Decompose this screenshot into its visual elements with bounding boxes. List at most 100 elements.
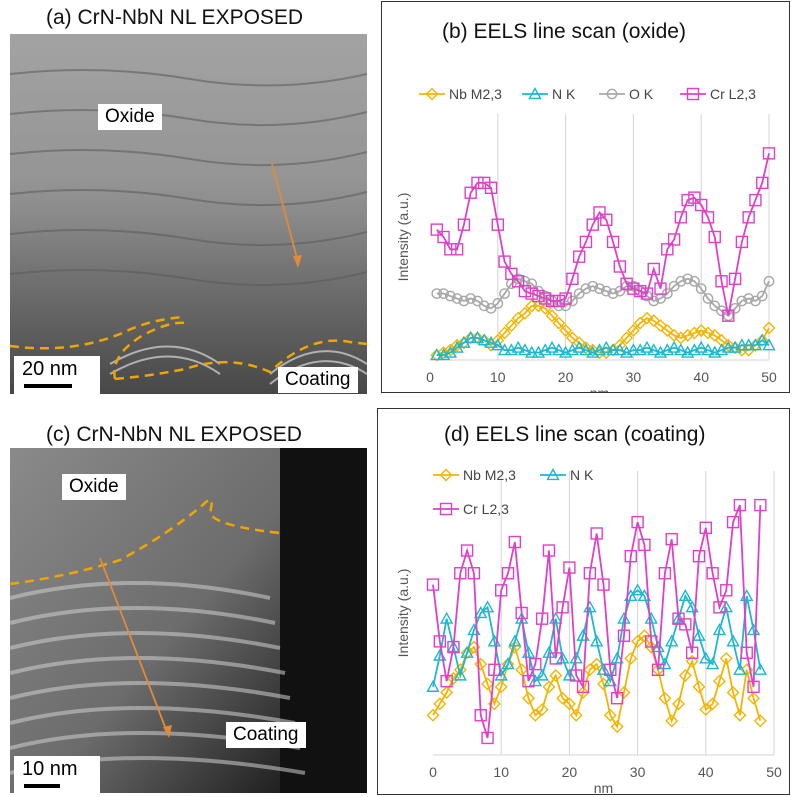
data-point bbox=[747, 691, 761, 705]
data-point bbox=[450, 243, 464, 256]
data-point bbox=[539, 292, 552, 305]
data-point bbox=[743, 293, 755, 304]
data-point bbox=[747, 680, 760, 694]
data-point bbox=[719, 600, 733, 613]
data-point bbox=[451, 293, 463, 304]
data-point bbox=[603, 708, 617, 722]
data-point bbox=[741, 338, 756, 351]
data-point bbox=[647, 314, 661, 328]
data-point bbox=[735, 338, 749, 351]
data-point bbox=[545, 309, 559, 323]
data-point bbox=[640, 311, 654, 325]
data-point bbox=[478, 300, 490, 312]
legend-entry: Nb M2,3 bbox=[419, 86, 502, 102]
x-axis-label: nm bbox=[590, 385, 609, 392]
data-point bbox=[518, 343, 532, 356]
data-point bbox=[570, 669, 583, 682]
data-point bbox=[488, 663, 501, 677]
data-point bbox=[617, 611, 631, 624]
series-line bbox=[432, 504, 762, 739]
data-point bbox=[755, 333, 769, 346]
data-point bbox=[726, 634, 740, 647]
data-point bbox=[426, 708, 440, 722]
data-point bbox=[706, 697, 720, 711]
data-point bbox=[631, 634, 645, 648]
data-point bbox=[433, 697, 447, 711]
data-point bbox=[460, 646, 474, 660]
data-point bbox=[471, 176, 484, 190]
data-point bbox=[549, 668, 563, 682]
data-point bbox=[518, 306, 532, 320]
data-point bbox=[600, 285, 612, 297]
chart-b: 0 10 20 30 40 50 nm Intensity (a.u.) Nb M2,3 N K O… bbox=[395, 86, 777, 392]
data-point bbox=[715, 275, 728, 288]
data-point bbox=[491, 338, 505, 351]
data-point bbox=[685, 654, 699, 668]
data-point bbox=[679, 618, 692, 631]
data-point bbox=[631, 515, 644, 529]
data-point bbox=[685, 646, 699, 659]
data-point bbox=[498, 255, 511, 268]
data-point bbox=[430, 223, 443, 236]
coating-label-c: Coating bbox=[226, 722, 306, 748]
legend-entry: Nb M2,3 bbox=[433, 467, 516, 483]
data-point bbox=[694, 323, 708, 337]
scan-arrow bbox=[271, 163, 299, 263]
data-point bbox=[545, 294, 559, 308]
data-point bbox=[613, 343, 627, 356]
data-point bbox=[501, 567, 515, 580]
data-point bbox=[701, 211, 715, 224]
legend-label: Cr L2,3 bbox=[463, 501, 509, 517]
data-point bbox=[689, 275, 700, 287]
data-point bbox=[638, 538, 651, 552]
y-axis-label: Intensity (a.u.) bbox=[395, 569, 411, 658]
legend-marker bbox=[528, 87, 542, 100]
data-point bbox=[682, 273, 694, 285]
x-tick-label: 50 bbox=[761, 369, 777, 385]
data-point bbox=[699, 521, 712, 535]
data-point bbox=[763, 275, 775, 287]
data-point bbox=[735, 235, 749, 249]
data-point bbox=[681, 328, 695, 342]
data-point bbox=[572, 340, 586, 353]
tem-texture-a bbox=[10, 34, 367, 394]
data-point bbox=[687, 326, 701, 340]
data-point bbox=[480, 600, 495, 613]
data-point bbox=[733, 662, 747, 675]
legend-marker bbox=[425, 87, 439, 101]
data-point bbox=[430, 348, 444, 361]
data-point bbox=[654, 319, 668, 333]
data-point bbox=[593, 206, 606, 219]
data-point bbox=[545, 340, 559, 353]
scalebar-a-text: 20 nm bbox=[22, 358, 78, 380]
data-point bbox=[610, 720, 624, 734]
data-point bbox=[453, 668, 467, 681]
chart-b-frame: (b) EELS line scan (oxide) 0 10 20 30 40 50 nm… bbox=[381, 1, 790, 393]
data-point bbox=[692, 549, 706, 563]
series-Cr L2,3 bbox=[426, 498, 767, 745]
data-point bbox=[626, 343, 641, 356]
data-point bbox=[562, 668, 577, 681]
legend-entry: N K bbox=[522, 86, 576, 102]
data-point bbox=[481, 677, 495, 691]
data-point bbox=[654, 282, 667, 295]
scan-arrow-c bbox=[99, 557, 168, 733]
data-point bbox=[753, 662, 768, 675]
data-point bbox=[728, 272, 742, 286]
x-tick-label: 40 bbox=[693, 369, 709, 385]
data-point bbox=[705, 657, 720, 670]
data-point bbox=[678, 668, 692, 682]
legend-label: Cr L2,3 bbox=[710, 86, 756, 102]
data-point bbox=[624, 549, 637, 563]
data-point bbox=[681, 193, 694, 207]
data-point bbox=[515, 663, 529, 677]
data-point bbox=[658, 567, 672, 580]
data-point bbox=[579, 341, 593, 355]
data-point bbox=[665, 532, 678, 546]
data-point bbox=[590, 527, 603, 540]
data-point bbox=[549, 652, 562, 665]
data-point bbox=[484, 181, 498, 195]
data-point bbox=[672, 697, 686, 711]
data-point bbox=[437, 346, 451, 360]
data-point bbox=[477, 333, 491, 346]
